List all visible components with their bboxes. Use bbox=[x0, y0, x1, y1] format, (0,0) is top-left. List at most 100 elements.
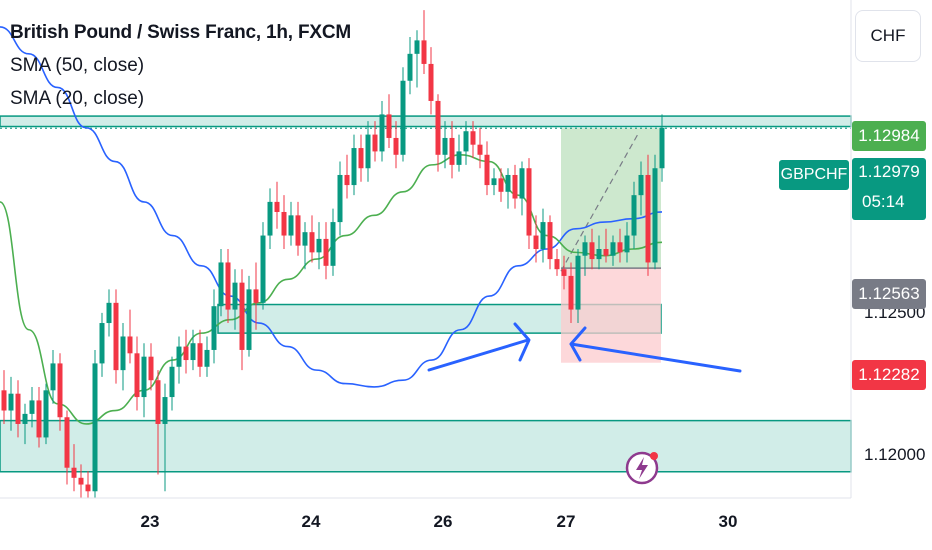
candle[interactable] bbox=[603, 228, 609, 263]
candle[interactable] bbox=[253, 262, 259, 330]
candle[interactable] bbox=[113, 289, 119, 384]
candle[interactable] bbox=[92, 349, 98, 498]
candle[interactable] bbox=[386, 94, 392, 149]
candle[interactable] bbox=[358, 134, 364, 182]
symbol-title[interactable]: British Pound / Swiss Franc, 1h, FXCM bbox=[10, 22, 351, 43]
candle[interactable] bbox=[372, 121, 378, 162]
candle[interactable] bbox=[176, 336, 182, 384]
candle[interactable] bbox=[120, 323, 126, 391]
candle[interactable] bbox=[596, 235, 602, 270]
candle[interactable] bbox=[589, 228, 595, 270]
candle[interactable] bbox=[533, 215, 539, 263]
support-resistance-zone[interactable] bbox=[0, 419, 852, 473]
candle[interactable] bbox=[8, 376, 14, 431]
candle[interactable] bbox=[344, 154, 350, 199]
candle[interactable] bbox=[204, 336, 210, 377]
candle[interactable] bbox=[449, 121, 455, 179]
currency-button[interactable]: CHF bbox=[855, 10, 921, 62]
candle[interactable] bbox=[155, 370, 161, 475]
candle[interactable] bbox=[477, 127, 483, 169]
candle[interactable] bbox=[295, 201, 301, 256]
candle[interactable] bbox=[127, 309, 133, 364]
candle[interactable] bbox=[526, 158, 532, 249]
candle[interactable] bbox=[638, 161, 644, 216]
candle[interactable] bbox=[484, 141, 490, 196]
candle[interactable] bbox=[414, 30, 420, 88]
candle[interactable] bbox=[554, 249, 560, 276]
arrow-annotation-left[interactable] bbox=[569, 326, 742, 373]
candle[interactable] bbox=[183, 329, 189, 374]
candle[interactable] bbox=[400, 67, 406, 162]
candle[interactable] bbox=[540, 208, 546, 263]
lightning-icon[interactable] bbox=[624, 446, 664, 486]
candle[interactable] bbox=[351, 134, 357, 196]
candle[interactable] bbox=[442, 121, 448, 169]
candle[interactable] bbox=[239, 269, 245, 371]
candle[interactable] bbox=[141, 343, 147, 418]
candle[interactable] bbox=[71, 444, 77, 492]
candle[interactable] bbox=[575, 249, 581, 324]
candle[interactable] bbox=[57, 353, 63, 431]
candle[interactable] bbox=[568, 262, 574, 324]
candle[interactable] bbox=[267, 188, 273, 249]
candle[interactable] bbox=[1, 370, 7, 424]
candle[interactable] bbox=[274, 181, 280, 229]
candle[interactable] bbox=[561, 255, 567, 290]
candle[interactable] bbox=[365, 121, 371, 182]
candle[interactable] bbox=[547, 215, 553, 270]
candle[interactable] bbox=[379, 100, 385, 162]
candle[interactable] bbox=[323, 222, 329, 280]
candle[interactable] bbox=[134, 336, 140, 411]
indicator-sma50-label[interactable]: SMA (50, close) bbox=[10, 55, 145, 76]
candle[interactable] bbox=[78, 464, 84, 498]
candle[interactable] bbox=[281, 195, 287, 249]
candle[interactable] bbox=[99, 312, 105, 377]
candle[interactable] bbox=[288, 201, 294, 246]
candle[interactable] bbox=[225, 249, 231, 324]
candle[interactable] bbox=[421, 10, 427, 75]
candle[interactable] bbox=[456, 134, 462, 172]
candle[interactable] bbox=[43, 383, 49, 445]
candle[interactable] bbox=[393, 121, 399, 169]
candle[interactable] bbox=[512, 164, 518, 209]
candle[interactable] bbox=[232, 269, 238, 330]
candle[interactable] bbox=[50, 349, 56, 404]
candle[interactable] bbox=[260, 222, 266, 310]
candle[interactable] bbox=[435, 94, 441, 172]
candle[interactable] bbox=[330, 208, 336, 276]
candle[interactable] bbox=[29, 386, 35, 428]
candle[interactable] bbox=[148, 343, 154, 391]
arrow-annotation-up-right[interactable] bbox=[427, 322, 531, 372]
candle[interactable] bbox=[498, 168, 504, 202]
candle[interactable] bbox=[169, 356, 175, 411]
candle[interactable] bbox=[197, 329, 203, 377]
candle[interactable] bbox=[505, 168, 511, 209]
candle[interactable] bbox=[218, 249, 224, 317]
candle[interactable] bbox=[162, 383, 168, 492]
candle[interactable] bbox=[36, 386, 42, 448]
candle[interactable] bbox=[652, 154, 658, 270]
candle[interactable] bbox=[519, 161, 525, 216]
candle[interactable] bbox=[624, 222, 630, 263]
candle[interactable] bbox=[645, 154, 651, 276]
candle[interactable] bbox=[316, 222, 322, 270]
candle[interactable] bbox=[246, 275, 252, 357]
candle[interactable] bbox=[309, 215, 315, 263]
candle[interactable] bbox=[491, 168, 497, 196]
candle[interactable] bbox=[470, 121, 476, 159]
candle[interactable] bbox=[617, 228, 623, 263]
candle[interactable] bbox=[302, 222, 308, 270]
candle[interactable] bbox=[463, 121, 469, 165]
candle[interactable] bbox=[659, 114, 665, 182]
candle[interactable] bbox=[582, 235, 588, 276]
candle[interactable] bbox=[22, 403, 28, 445]
candle[interactable] bbox=[337, 161, 343, 236]
candle[interactable] bbox=[64, 410, 70, 485]
candle[interactable] bbox=[106, 289, 112, 337]
candle[interactable] bbox=[428, 47, 434, 115]
candle[interactable] bbox=[610, 235, 616, 266]
candle[interactable] bbox=[15, 380, 21, 438]
candle[interactable] bbox=[211, 289, 217, 364]
candle[interactable] bbox=[407, 37, 413, 95]
